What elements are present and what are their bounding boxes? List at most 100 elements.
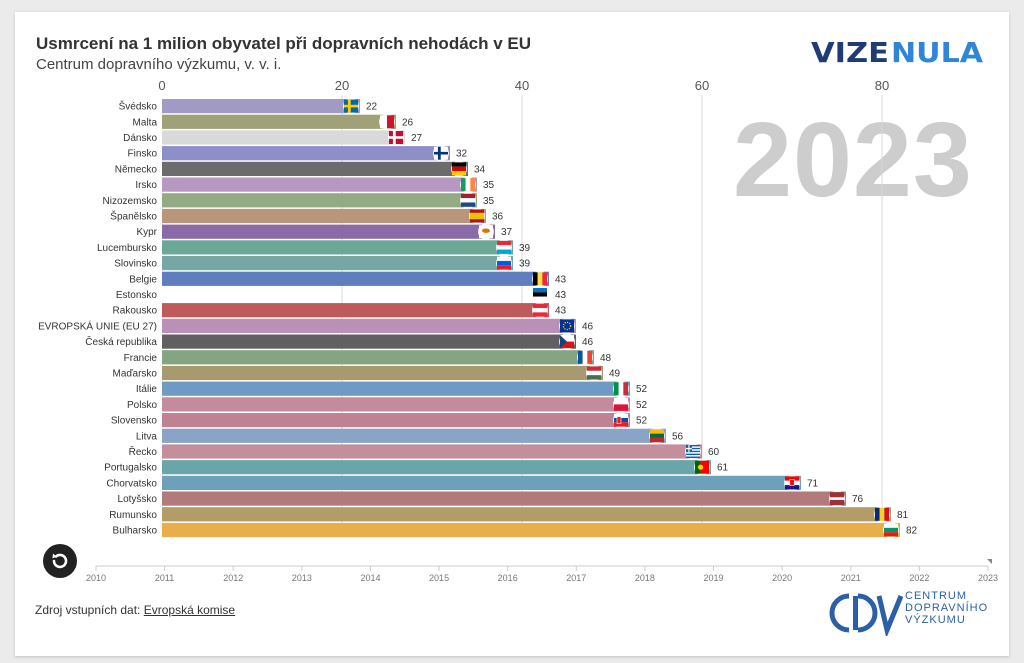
- category-label: Finsko: [128, 149, 158, 160]
- flag-part: [616, 416, 622, 424]
- flag-ro-icon: [875, 507, 889, 521]
- flag-ee-icon: [533, 288, 547, 301]
- category-label: Belgie: [129, 274, 157, 285]
- value-label: 37: [501, 227, 513, 238]
- flag-part: [497, 256, 511, 261]
- flag-part: [533, 288, 547, 293]
- current-year-display: 2023: [733, 101, 973, 219]
- bar: [162, 475, 801, 490]
- flag-ie-icon: [461, 178, 475, 192]
- flag-part: [686, 445, 700, 447]
- value-label: 52: [636, 416, 648, 427]
- timeline-year-label: 2010: [86, 573, 106, 583]
- bar: [162, 413, 630, 428]
- flag-eu-icon: [560, 319, 574, 333]
- flag-part: [686, 446, 700, 448]
- flag-part: [686, 447, 692, 450]
- value-label: 49: [609, 369, 621, 380]
- flag-it-icon: [614, 382, 628, 396]
- category-label: Česká republika: [85, 335, 157, 348]
- flag-at-icon: [533, 303, 547, 317]
- flag-cy-icon: [479, 225, 493, 239]
- flag-part: [884, 527, 898, 533]
- flag-part: [884, 532, 898, 537]
- value-label: 71: [807, 478, 819, 489]
- category-label: Malta: [133, 117, 158, 128]
- bar: [162, 240, 513, 255]
- flag-part: [587, 370, 601, 376]
- value-label: 52: [636, 400, 648, 411]
- bar: [162, 491, 846, 506]
- category-label: Slovinsko: [114, 259, 157, 270]
- flag-part: [562, 321, 572, 331]
- flag-part: [614, 382, 619, 396]
- category-label: Slovensko: [111, 416, 158, 427]
- flag-de-icon: [452, 162, 466, 176]
- flag-part: [537, 272, 543, 286]
- flag-part: [461, 178, 466, 192]
- category-label: Francie: [124, 353, 158, 364]
- category-label: Irsko: [135, 180, 157, 191]
- value-label: 35: [483, 196, 495, 207]
- flag-lt-icon: [650, 429, 664, 443]
- flag-part: [497, 240, 511, 246]
- flag-part: [582, 350, 588, 364]
- value-label: 26: [402, 117, 414, 128]
- flag-part: [461, 198, 475, 203]
- flag-fr-icon: [578, 350, 592, 364]
- bar: [162, 114, 396, 129]
- flag-part: [587, 350, 592, 364]
- flag-pt-icon: [695, 460, 709, 474]
- bar-chart: 0 20 40 60 80 Švédsko 22 Malta 26 Dánsko 27 Finsko 3…: [38, 78, 998, 583]
- flag-part: [650, 437, 664, 443]
- flag-si-icon: [497, 256, 511, 270]
- value-label: 48: [600, 353, 612, 364]
- flag-part: [618, 382, 624, 396]
- flag-part: [614, 413, 628, 418]
- flag-part: [785, 476, 799, 481]
- replay-button[interactable]: [43, 544, 77, 578]
- flag-part: [380, 115, 387, 129]
- category-label: EVROPSKÁ UNIE (EU 27): [38, 319, 157, 332]
- flag-part: [695, 460, 701, 474]
- flag-part: [587, 366, 601, 371]
- chart-title: Usmrcení na 1 milion obyvatel při doprav…: [36, 34, 532, 53]
- bar: [162, 381, 630, 396]
- timeline-year-label: 2018: [635, 573, 655, 583]
- flag-part: [560, 319, 574, 333]
- source-link[interactable]: Evropská komise: [143, 603, 236, 617]
- bar: [162, 303, 549, 318]
- flag-part: [533, 308, 547, 313]
- flag-part: [389, 136, 403, 139]
- flag-part: [884, 523, 898, 528]
- flag-dk-icon: [389, 131, 403, 144]
- flag-part: [830, 497, 844, 500]
- flag-part: [789, 479, 795, 486]
- vize-nula-logo: VIZE NULA: [811, 36, 987, 71]
- flag-cz-icon: [560, 335, 574, 349]
- timeline-handle[interactable]: [987, 559, 992, 564]
- category-label: Itálie: [136, 384, 158, 395]
- category-label: Rakousko: [113, 306, 158, 317]
- flag-part: [686, 456, 700, 458]
- flag-lv-icon: [830, 492, 844, 506]
- bar: [162, 350, 594, 365]
- value-label: 43: [555, 306, 567, 317]
- flag-part: [560, 341, 574, 349]
- flag-part: [587, 375, 601, 380]
- bar: [162, 99, 360, 114]
- flag-part: [470, 212, 484, 220]
- flag-se-icon: [344, 99, 358, 113]
- category-label: Německo: [115, 164, 158, 175]
- data-source: Zdroj vstupních dat: Evropská komise: [35, 603, 235, 617]
- flag-part: [387, 115, 394, 129]
- flag-part: [533, 296, 547, 301]
- flag-pl-icon: [614, 397, 628, 411]
- flag-part: [465, 178, 471, 192]
- category-label: Lotyšsko: [118, 494, 158, 505]
- value-label: 36: [492, 212, 504, 223]
- category-label: Dánsko: [123, 133, 157, 144]
- replay-icon: [52, 553, 68, 569]
- flag-part: [452, 171, 466, 176]
- bar: [162, 318, 576, 333]
